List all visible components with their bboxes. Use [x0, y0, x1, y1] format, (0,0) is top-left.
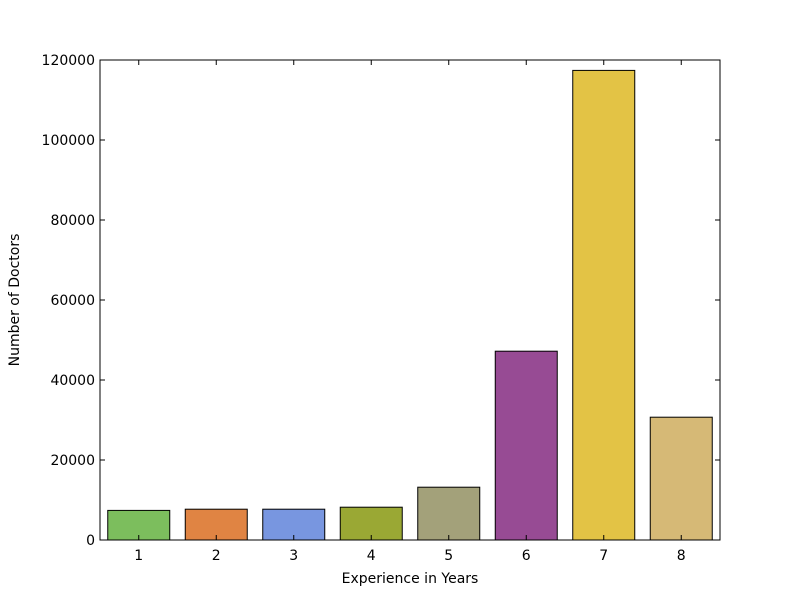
y-tick-label: 120000	[42, 53, 95, 69]
x-tick-label: 6	[522, 548, 531, 564]
x-axis-title: Experience in Years	[342, 571, 479, 587]
y-axis-title: Number of Doctors	[7, 234, 23, 367]
x-tick-label: 4	[367, 548, 376, 564]
y-tick-label: 100000	[42, 133, 95, 149]
y-tick-label: 80000	[50, 213, 95, 229]
bar-5	[417, 486, 481, 541]
y-tick-label: 40000	[50, 373, 95, 389]
bar-8	[649, 416, 713, 541]
bar-7	[572, 69, 636, 541]
y-tick-label: 20000	[50, 453, 95, 469]
x-tick-label: 5	[444, 548, 453, 564]
x-tick-label: 8	[677, 548, 686, 564]
y-tick-label: 60000	[50, 293, 95, 309]
bar-2	[184, 508, 248, 541]
x-tick-label: 1	[134, 548, 143, 564]
x-tick-label: 3	[289, 548, 298, 564]
x-tick-label: 2	[212, 548, 221, 564]
bars-layer	[107, 69, 713, 541]
bar-4	[339, 506, 403, 541]
ticks-layer: 1 2 3 4 5 6 7 8 0 20000 40000 60000 80000 100000 12000…	[42, 53, 720, 564]
x-tick-label: 7	[599, 548, 608, 564]
y-tick-label: 0	[86, 533, 95, 549]
bar-6	[494, 350, 558, 541]
